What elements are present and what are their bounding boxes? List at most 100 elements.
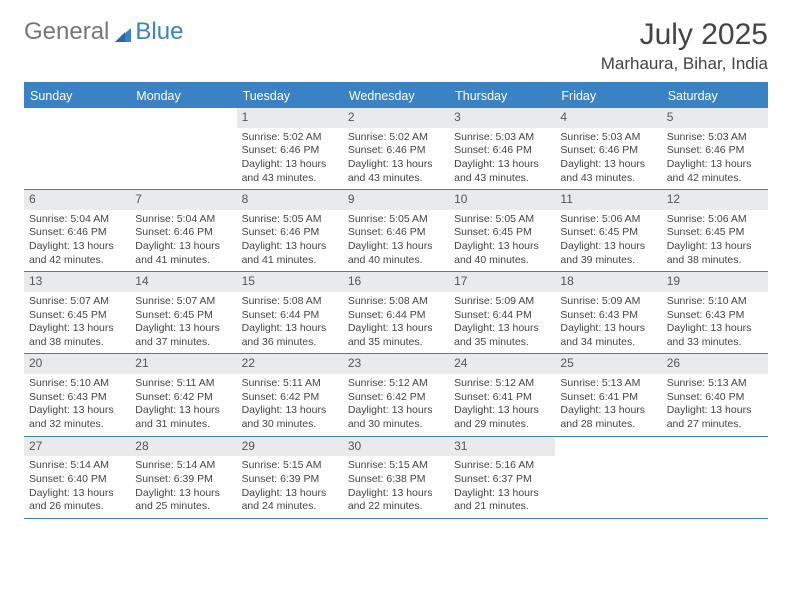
- sunrise-text: Sunrise: 5:13 AM: [667, 377, 763, 391]
- sunset-text: Sunset: 6:46 PM: [560, 144, 656, 158]
- week-row: 20Sunrise: 5:10 AMSunset: 6:43 PMDayligh…: [24, 354, 768, 436]
- day-body: Sunrise: 5:03 AMSunset: 6:46 PMDaylight:…: [662, 128, 768, 190]
- day-header: Saturday: [662, 84, 768, 108]
- day-number: 28: [130, 437, 236, 457]
- daylight-text: Daylight: 13 hours and 28 minutes.: [560, 404, 656, 431]
- day-body: Sunrise: 5:02 AMSunset: 6:46 PMDaylight:…: [343, 128, 449, 190]
- sunrise-text: Sunrise: 5:10 AM: [29, 377, 125, 391]
- day-body: Sunrise: 5:09 AMSunset: 6:43 PMDaylight:…: [555, 292, 661, 354]
- day-body: Sunrise: 5:11 AMSunset: 6:42 PMDaylight:…: [237, 374, 343, 436]
- day-number: 23: [343, 354, 449, 374]
- day-body: Sunrise: 5:10 AMSunset: 6:43 PMDaylight:…: [662, 292, 768, 354]
- day-cell: 24Sunrise: 5:12 AMSunset: 6:41 PMDayligh…: [449, 354, 555, 435]
- sunrise-text: Sunrise: 5:12 AM: [348, 377, 444, 391]
- day-body: Sunrise: 5:12 AMSunset: 6:41 PMDaylight:…: [449, 374, 555, 436]
- day-cell: [130, 108, 236, 189]
- daylight-text: Daylight: 13 hours and 37 minutes.: [135, 322, 231, 349]
- day-number: 29: [237, 437, 343, 457]
- daylight-text: Daylight: 13 hours and 35 minutes.: [348, 322, 444, 349]
- day-number: 5: [662, 108, 768, 128]
- day-body: Sunrise: 5:13 AMSunset: 6:41 PMDaylight:…: [555, 374, 661, 436]
- sunset-text: Sunset: 6:44 PM: [348, 309, 444, 323]
- sunset-text: Sunset: 6:46 PM: [454, 144, 550, 158]
- sunrise-text: Sunrise: 5:15 AM: [242, 459, 338, 473]
- sunset-text: Sunset: 6:46 PM: [242, 226, 338, 240]
- sunrise-text: Sunrise: 5:04 AM: [29, 213, 125, 227]
- sunset-text: Sunset: 6:45 PM: [135, 309, 231, 323]
- day-body: Sunrise: 5:08 AMSunset: 6:44 PMDaylight:…: [343, 292, 449, 354]
- sunset-text: Sunset: 6:44 PM: [454, 309, 550, 323]
- day-number: 20: [24, 354, 130, 374]
- sunrise-text: Sunrise: 5:04 AM: [135, 213, 231, 227]
- sunrise-text: Sunrise: 5:03 AM: [454, 131, 550, 145]
- day-cell: 22Sunrise: 5:11 AMSunset: 6:42 PMDayligh…: [237, 354, 343, 435]
- sail-icon: [113, 23, 133, 41]
- day-header: Wednesday: [343, 84, 449, 108]
- daylight-text: Daylight: 13 hours and 24 minutes.: [242, 487, 338, 514]
- sunset-text: Sunset: 6:39 PM: [242, 473, 338, 487]
- week-row: 13Sunrise: 5:07 AMSunset: 6:45 PMDayligh…: [24, 272, 768, 354]
- daylight-text: Daylight: 13 hours and 41 minutes.: [135, 240, 231, 267]
- sunset-text: Sunset: 6:42 PM: [135, 391, 231, 405]
- day-number: 3: [449, 108, 555, 128]
- calendar: SundayMondayTuesdayWednesdayThursdayFrid…: [24, 82, 768, 519]
- day-number: 4: [555, 108, 661, 128]
- daylight-text: Daylight: 13 hours and 21 minutes.: [454, 487, 550, 514]
- day-number: 24: [449, 354, 555, 374]
- day-header: Thursday: [449, 84, 555, 108]
- day-body: Sunrise: 5:16 AMSunset: 6:37 PMDaylight:…: [449, 456, 555, 518]
- day-number: 12: [662, 190, 768, 210]
- sunrise-text: Sunrise: 5:06 AM: [667, 213, 763, 227]
- sunset-text: Sunset: 6:46 PM: [667, 144, 763, 158]
- day-cell: 28Sunrise: 5:14 AMSunset: 6:39 PMDayligh…: [130, 437, 236, 518]
- daylight-text: Daylight: 13 hours and 42 minutes.: [667, 158, 763, 185]
- day-body: Sunrise: 5:03 AMSunset: 6:46 PMDaylight:…: [449, 128, 555, 190]
- day-body: Sunrise: 5:10 AMSunset: 6:43 PMDaylight:…: [24, 374, 130, 436]
- day-number: 21: [130, 354, 236, 374]
- sunrise-text: Sunrise: 5:14 AM: [135, 459, 231, 473]
- day-body: Sunrise: 5:05 AMSunset: 6:46 PMDaylight:…: [237, 210, 343, 272]
- sunset-text: Sunset: 6:46 PM: [348, 144, 444, 158]
- sunset-text: Sunset: 6:42 PM: [348, 391, 444, 405]
- sunset-text: Sunset: 6:45 PM: [29, 309, 125, 323]
- day-cell: 18Sunrise: 5:09 AMSunset: 6:43 PMDayligh…: [555, 272, 661, 353]
- day-cell: 17Sunrise: 5:09 AMSunset: 6:44 PMDayligh…: [449, 272, 555, 353]
- sunrise-text: Sunrise: 5:11 AM: [135, 377, 231, 391]
- day-cell: 12Sunrise: 5:06 AMSunset: 6:45 PMDayligh…: [662, 190, 768, 271]
- sunrise-text: Sunrise: 5:03 AM: [560, 131, 656, 145]
- day-cell: 4 Sunrise: 5:03 AMSunset: 6:46 PMDaylight…: [555, 108, 661, 189]
- sunset-text: Sunset: 6:45 PM: [454, 226, 550, 240]
- sunrise-text: Sunrise: 5:13 AM: [560, 377, 656, 391]
- sunset-text: Sunset: 6:41 PM: [560, 391, 656, 405]
- daylight-text: Daylight: 13 hours and 38 minutes.: [29, 322, 125, 349]
- daylight-text: Daylight: 13 hours and 41 minutes.: [242, 240, 338, 267]
- sunrise-text: Sunrise: 5:09 AM: [454, 295, 550, 309]
- brand-logo: General Blue: [24, 18, 183, 46]
- day-body: Sunrise: 5:08 AMSunset: 6:44 PMDaylight:…: [237, 292, 343, 354]
- day-number: 9: [343, 190, 449, 210]
- daylight-text: Daylight: 13 hours and 43 minutes.: [560, 158, 656, 185]
- sunset-text: Sunset: 6:46 PM: [348, 226, 444, 240]
- daylight-text: Daylight: 13 hours and 40 minutes.: [454, 240, 550, 267]
- brand-part2: Blue: [135, 18, 183, 46]
- day-cell: 7Sunrise: 5:04 AMSunset: 6:46 PMDaylight…: [130, 190, 236, 271]
- daylight-text: Daylight: 13 hours and 42 minutes.: [29, 240, 125, 267]
- sunset-text: Sunset: 6:45 PM: [560, 226, 656, 240]
- day-header: Sunday: [24, 84, 130, 108]
- sunset-text: Sunset: 6:38 PM: [348, 473, 444, 487]
- day-number: 19: [662, 272, 768, 292]
- daylight-text: Daylight: 13 hours and 30 minutes.: [348, 404, 444, 431]
- day-body: Sunrise: 5:15 AMSunset: 6:38 PMDaylight:…: [343, 456, 449, 518]
- day-body: Sunrise: 5:04 AMSunset: 6:46 PMDaylight:…: [130, 210, 236, 272]
- day-number: 13: [24, 272, 130, 292]
- daylight-text: Daylight: 13 hours and 35 minutes.: [454, 322, 550, 349]
- day-body: Sunrise: 5:14 AMSunset: 6:40 PMDaylight:…: [24, 456, 130, 518]
- day-number: 18: [555, 272, 661, 292]
- day-cell: 15Sunrise: 5:08 AMSunset: 6:44 PMDayligh…: [237, 272, 343, 353]
- day-body: Sunrise: 5:02 AMSunset: 6:46 PMDaylight:…: [237, 128, 343, 190]
- title-block: July 2025 Marhaura, Bihar, India: [601, 18, 768, 74]
- day-cell: 31Sunrise: 5:16 AMSunset: 6:37 PMDayligh…: [449, 437, 555, 518]
- day-body: Sunrise: 5:04 AMSunset: 6:46 PMDaylight:…: [24, 210, 130, 272]
- sunrise-text: Sunrise: 5:08 AM: [242, 295, 338, 309]
- daylight-text: Daylight: 13 hours and 22 minutes.: [348, 487, 444, 514]
